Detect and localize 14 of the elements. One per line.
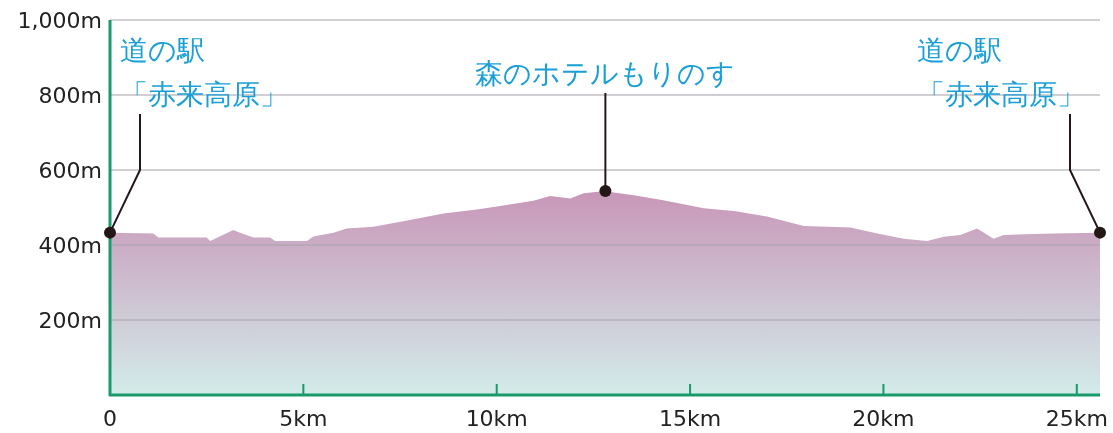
y-tick-label: 800m xyxy=(38,83,102,108)
y-tick-label: 600m xyxy=(38,158,102,183)
annotation: 森のホテルもりのす xyxy=(475,57,736,90)
y-tick-label: 400m xyxy=(38,233,102,258)
y-tick-label: 1,000m xyxy=(17,8,102,33)
x-tick-label: 15km xyxy=(658,406,722,431)
x-tick-label: 5km xyxy=(279,406,328,431)
annotation: 道の駅「赤来高原」 xyxy=(917,34,1085,111)
x-tick-label: 25km xyxy=(1045,406,1108,431)
x-tick-label: 10km xyxy=(465,406,528,431)
x-tick-label: 20km xyxy=(852,406,915,431)
annotation: 道の駅「赤来高原」 xyxy=(120,34,288,111)
y-tick-label: 200m xyxy=(38,308,102,333)
x-tick-label: 0 xyxy=(103,406,117,431)
